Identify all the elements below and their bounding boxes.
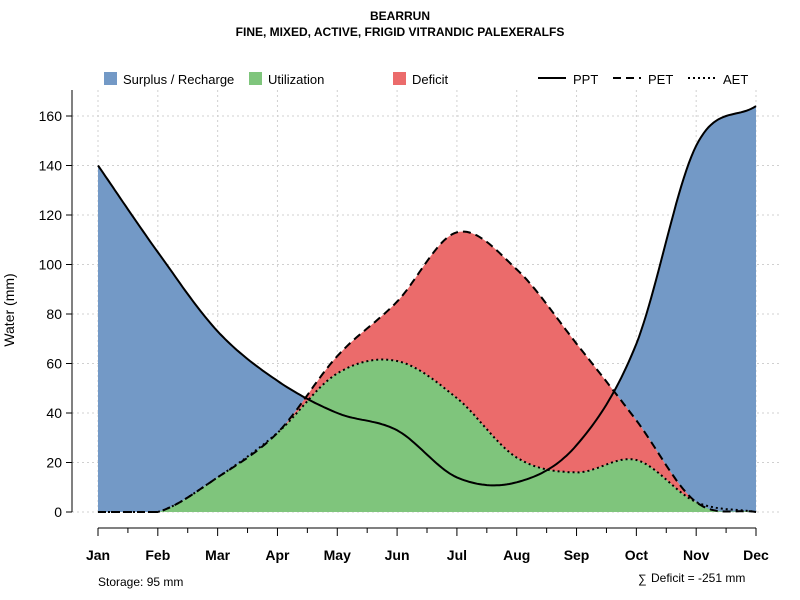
chart-subtitle: FINE, MIXED, ACTIVE, FRIGID VITRANDIC PA… (236, 25, 565, 39)
legend-label-area-0: Surplus / Recharge (123, 72, 234, 87)
legend-swatch-2 (393, 72, 406, 85)
sum-icon: ∑ (638, 572, 647, 586)
legend-label-aet: AET (723, 72, 748, 87)
y-tick-label: 160 (39, 108, 63, 124)
legend-swatch-0 (104, 72, 117, 85)
deficit-label: Deficit = -251 mm (651, 571, 745, 585)
area-fills (98, 106, 756, 513)
y-tick-label: 20 (46, 455, 62, 471)
legend-label-ppt: PPT (573, 72, 598, 87)
legend-label-area-1: Utilization (268, 72, 324, 87)
month-label-aug: Aug (503, 547, 530, 563)
storage-label: Storage: 95 mm (98, 575, 183, 589)
legend: Surplus / Recharge Utilization Deficit PPT P… (104, 72, 748, 87)
deficit-area (98, 231, 756, 513)
y-tick-label: 120 (39, 207, 63, 223)
month-label-feb: Feb (145, 547, 170, 563)
month-label-jul: Jul (447, 547, 467, 563)
y-tick-label: 60 (46, 356, 62, 372)
series-lines (97, 105, 757, 513)
y-tick-label: 100 (39, 257, 63, 273)
month-label-mar: Mar (205, 547, 230, 563)
month-label-nov: Nov (683, 547, 710, 563)
legend-label-area-2: Deficit (412, 72, 449, 87)
y-tick-label: 0 (54, 504, 62, 520)
chart-title: BEARRUN (370, 9, 430, 23)
series-line-aet (98, 358, 757, 513)
month-label-apr: Apr (265, 547, 290, 563)
month-label-oct: Oct (625, 547, 649, 563)
y-tick-label: 40 (46, 405, 62, 421)
month-label-jan: Jan (86, 547, 110, 563)
month-label-dec: Dec (743, 547, 769, 563)
month-label-jun: Jun (385, 547, 410, 563)
legend-swatch-1 (249, 72, 262, 85)
month-label-sep: Sep (564, 547, 590, 563)
utilization-area (98, 359, 756, 512)
surplus-area (98, 106, 756, 512)
month-label-may: May (324, 547, 351, 563)
legend-label-pet: PET (648, 72, 673, 87)
y-axis-label: Water (mm) (1, 273, 17, 346)
y-tick-label: 140 (39, 158, 63, 174)
axes: 0 20 40 60 80 100 120 140 160 Jan Feb Mar Apr May Jun J… (39, 90, 769, 563)
series-line-pet (98, 230, 757, 513)
y-tick-label: 80 (46, 306, 62, 322)
series-line-ppt (97, 105, 757, 487)
